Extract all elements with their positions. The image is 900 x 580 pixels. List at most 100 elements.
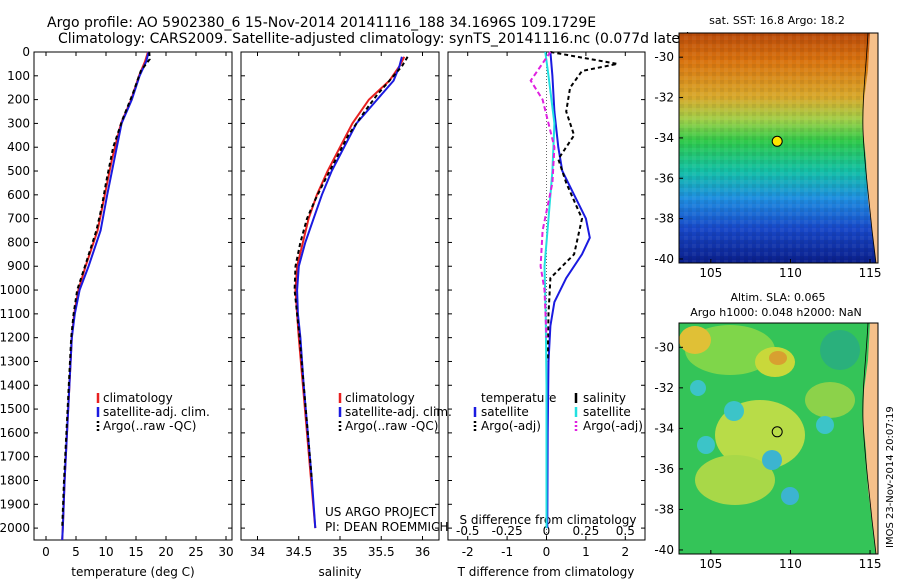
imos-stamp: IMOS 23-Nov-2014 20:07:19 [885,406,896,548]
legend-satellite-label: satellite-adj. clim. [103,405,210,419]
depth-tick-label: 600 [7,188,30,202]
x-tick-label: 5 [72,545,80,559]
legend-argo-label: Argo(..raw -QC) [103,419,196,433]
s-diff-tick-label: 0 [543,524,551,538]
salinity-marks: 34 34.5 35 35.5 36 [241,51,439,559]
depth-tick-label: 0 [22,45,30,59]
series-line-satellite-adj-clim- [296,56,403,529]
depth-tick-label: 1500 [0,402,30,416]
series-line-argo-raw-qc- [61,51,151,529]
difference-xlabel-bottom: T difference from climatology [457,565,635,579]
sst-map: sat. SST: 16.8 Argo: 18.2 [678,14,879,264]
x-tick-label: -1 [501,545,513,559]
sla-map-frame [678,322,879,555]
temperature-axes-frame [33,51,233,541]
depth-tick-label: 200 [7,93,30,107]
salinity-panel [240,51,440,541]
legend-header-salinity: salinity [583,391,626,405]
salinity-xlabel: salinity [318,565,361,579]
s-diff-tick-label: 0.25 [573,524,600,538]
lat-tick-label: -36 [654,462,674,476]
depth-tick-label: 1000 [0,283,30,297]
salinity-axes-frame [240,51,440,541]
lat-tick-label: -34 [654,131,674,145]
figure-title-line2: Climatology: CARS2009. Satellite-adjuste… [58,31,691,47]
depth-tick-label: 100 [7,69,30,83]
depth-tick-label: 300 [7,116,30,130]
x-tick-label: 1 [582,545,590,559]
depth-tick-label: 1900 [0,497,30,511]
lat-tick-label: -32 [654,91,674,105]
temperature-marks: 0100200300400500600700800900100011001200… [0,45,234,559]
sla-map: Altim. SLA: 0.065 Argo h1000: 0.048 h200… [678,291,879,555]
s-diff-tick-label: -0.5 [456,524,479,538]
sst-land [863,33,878,263]
depth-tick-label: 1800 [0,473,30,487]
lat-tick-label: -40 [654,543,674,557]
x-tick-label: 30 [218,545,233,559]
x-tick-label: 15 [128,545,143,559]
x-tick-label: 35 [332,545,347,559]
s-diff-tick-label: 0.5 [616,524,635,538]
lat-tick-label: -32 [654,381,674,395]
legend-argo-label: Argo(..raw -QC) [345,419,438,433]
temperature-xlabel: temperature (deg C) [71,565,194,579]
lat-tick-label: -38 [654,502,674,516]
sla-coastline [862,323,877,554]
sst-map-frame [678,32,879,264]
sla-eddy [724,401,744,421]
depth-tick-label: 800 [7,235,30,249]
sla-blob [805,382,855,418]
sla-eddy [781,487,799,505]
series-line-argo-raw-qc- [293,56,409,481]
sst-argo-location-marker [771,135,783,147]
x-tick-label: 34 [250,545,265,559]
depth-tick-label: 1200 [0,331,30,345]
lat-tick-label: -36 [654,171,674,185]
figure-title-line1: Argo profile: AO 5902380_6 15-Nov-2014 2… [47,15,596,31]
sla-eddy [762,450,782,470]
x-tick-label: 0 [42,545,50,559]
temperature-legend: climatology satellite-adj. clim. Argo(..… [103,391,210,433]
depth-tick-label: 1700 [0,450,30,464]
temperature-panel [33,51,233,541]
lon-tick-label: 115 [859,557,882,571]
sla-blob [769,351,787,365]
depth-tick-label: 400 [7,140,30,154]
sst-map-title: sat. SST: 16.8 Argo: 18.2 [709,14,845,27]
lon-tick-label: 105 [699,266,722,280]
sla-argo-location-marker [771,426,783,438]
lon-tick-label: 110 [779,266,802,280]
x-tick-label: 10 [98,545,113,559]
sla-map-title: Altim. SLA: 0.065 [730,291,825,304]
x-tick-label: 36 [415,545,430,559]
lon-tick-label: 105 [699,557,722,571]
legend-climatology-label: climatology [345,391,415,405]
sla-eddy [816,416,834,434]
x-tick-label: 0 [543,545,551,559]
x-tick-label: 20 [158,545,173,559]
sst-coastline [862,33,877,263]
depth-tick-label: 2000 [0,521,30,535]
sla-map-subtitle: Argo h1000: 0.048 h2000: NaN [690,306,862,319]
lat-tick-label: -30 [654,50,674,64]
lon-tick-label: 110 [779,557,802,571]
x-tick-label: 2 [621,545,629,559]
depth-tick-label: 1600 [0,426,30,440]
sla-land [863,323,878,554]
depth-tick-label: 1400 [0,378,30,392]
pi-label: PI: DEAN ROEMMICH [325,520,448,534]
series-line-temperature-satellite [546,51,591,529]
series-line-salinity-argo-adj- [529,51,556,338]
project-label: US ARGO PROJECT [325,505,437,519]
sla-eddy [697,436,715,454]
depth-tick-label: 900 [7,259,30,273]
lat-tick-label: -40 [654,252,674,266]
sla-map-axes: 105 110 115 -30 -32 -34 -36 -38 -40 [654,340,881,571]
depth-tick-label: 1100 [0,307,30,321]
legend-climatology-label: climatology [103,391,173,405]
difference-marks: -2 -1 0 1 2 -0.5 -0.25 0 0.25 0.5 [448,51,645,559]
x-tick-label: -2 [462,545,474,559]
legend-s-satellite-label: satellite [583,405,631,419]
